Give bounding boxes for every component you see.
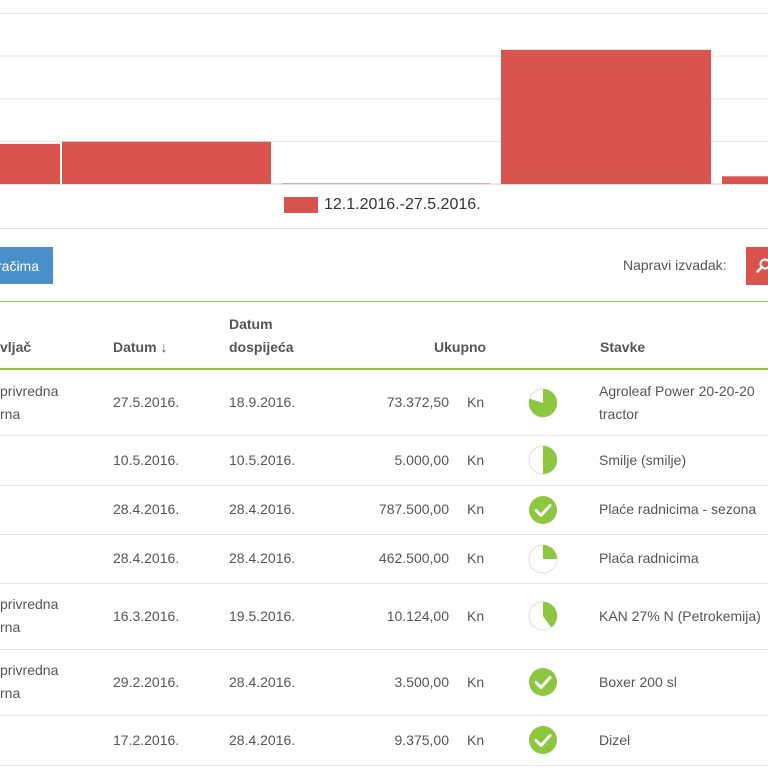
payment-status (528, 725, 558, 755)
payment-status (528, 544, 558, 574)
col-header-items[interactable]: Stavke (600, 339, 646, 355)
amount-cell: 462.500,00 (378, 550, 449, 566)
supplier-cell: rna (0, 405, 21, 422)
row-separator (0, 765, 768, 766)
currency-cell: Kn (467, 394, 485, 410)
row-separator (0, 715, 768, 716)
paid-check-icon (529, 668, 557, 696)
payment-status (528, 495, 558, 525)
currency-cell: Kn (467, 673, 485, 690)
amount-cell: 787.500,00 (378, 501, 449, 517)
items-cell: Boxer 200 sl (599, 673, 677, 690)
due-date-cell: 28.4.2016. (229, 501, 296, 517)
row-separator (0, 435, 768, 436)
filter-button[interactable]: Po obračima (0, 247, 53, 284)
payment-status (528, 601, 558, 631)
paid-check-icon (529, 495, 557, 524)
amount-cell: 73.372,50 (386, 394, 449, 410)
search-icon (756, 258, 768, 273)
amount-cell: 9.375,00 (394, 731, 450, 748)
row-separator (0, 534, 768, 535)
due-date-cell: 18.9.2016. (229, 394, 296, 410)
due-date-cell: 19.5.2016. (229, 607, 296, 624)
col-header-due-line2[interactable]: dospijeća (229, 339, 294, 355)
due-date-cell: 28.4.2016. (229, 673, 296, 690)
date-cell: 29.2.2016. (113, 673, 180, 690)
payment-status (528, 388, 558, 418)
amount-cell: 5.000,00 (394, 451, 450, 468)
currency-cell: Kn (467, 451, 485, 468)
col-header-total[interactable]: Ukupno (434, 339, 487, 355)
table-header-line (0, 368, 768, 370)
items-cell: Plaća radnicima (599, 550, 699, 566)
chart-bar[interactable] (722, 176, 768, 184)
supplier-cell: privredna (0, 662, 59, 678)
currency-cell: Kn (467, 731, 485, 748)
amount-cell: 10.124,00 (386, 607, 449, 624)
payment-progress-pie-icon (528, 601, 558, 631)
currency-cell: Kn (467, 607, 485, 624)
row-separator (0, 649, 768, 650)
row-separator (0, 583, 768, 584)
items-cell: KAN 27% N (Petrokemija) (599, 607, 761, 624)
items-cell: Plaće radnicima - sezona (599, 501, 757, 517)
items-cell: Smilje (smilje) (599, 451, 687, 468)
supplier-cell: rna (0, 619, 21, 635)
items-cell: Agroleaf Power 20-20-20 (599, 382, 755, 399)
col-header-date[interactable]: Datum ↓ (113, 339, 168, 355)
supplier-cell: privredna (0, 382, 59, 399)
filter-button-label: Po obračima (0, 257, 39, 274)
table-top-line (0, 301, 768, 302)
export-label: Napravi izvadak: (623, 257, 727, 273)
date-cell: 17.2.2016. (113, 731, 180, 748)
chart-bar[interactable] (62, 141, 271, 184)
chart-bar[interactable] (282, 183, 490, 185)
chart-divider (0, 228, 768, 229)
payments-bar-chart (0, 13, 768, 185)
date-cell: 16.3.2016. (113, 607, 180, 624)
date-cell: 10.5.2016. (113, 451, 180, 468)
items-cell: Dizel (599, 731, 631, 748)
chart-bar[interactable] (501, 49, 711, 185)
payment-status (528, 667, 558, 697)
currency-cell: Kn (467, 550, 485, 566)
due-date-cell: 28.4.2016. (229, 731, 296, 748)
due-date-cell: 10.5.2016. (229, 451, 296, 468)
amount-cell: 3.500,00 (394, 673, 450, 690)
due-date-cell: 28.4.2016. (229, 550, 296, 566)
items-cell: tractor (599, 405, 639, 422)
row-separator (0, 485, 768, 486)
col-header-due-line1[interactable]: Datum (229, 316, 273, 332)
date-cell: 27.5.2016. (113, 394, 180, 410)
payment-progress-pie-icon (528, 388, 558, 417)
payment-progress-pie-icon (528, 544, 558, 573)
supplier-cell: rna (0, 685, 21, 701)
date-cell: 28.4.2016. (113, 550, 180, 566)
chart-legend[interactable]: 12.1.2016.-27.5.2016. (284, 196, 481, 214)
chart-bar[interactable] (0, 143, 60, 184)
export-button[interactable] (746, 247, 768, 285)
supplier-cell: privredna (0, 596, 59, 612)
payment-status (528, 445, 558, 475)
legend-swatch (284, 197, 318, 213)
currency-cell: Kn (467, 501, 485, 517)
legend-label: 12.1.2016.-27.5.2016. (324, 196, 481, 213)
payment-progress-pie-icon (528, 445, 558, 475)
date-cell: 28.4.2016. (113, 501, 180, 517)
paid-check-icon (529, 726, 557, 754)
col-header-supplier[interactable]: vljač (0, 339, 32, 355)
